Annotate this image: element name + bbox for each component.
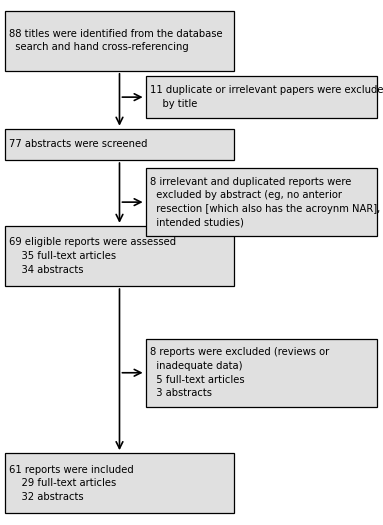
Text: 11 duplicate or irrelevant papers were excluded
    by title: 11 duplicate or irrelevant papers were e… bbox=[150, 86, 383, 109]
Text: 8 reports were excluded (reviews or
  inadequate data)
  5 full-text articles
  : 8 reports were excluded (reviews or inad… bbox=[150, 348, 329, 398]
Bar bbox=[146, 76, 377, 118]
Text: 69 eligible reports were assessed
    35 full-text articles
    34 abstracts: 69 eligible reports were assessed 35 ful… bbox=[9, 237, 176, 275]
Bar bbox=[146, 168, 377, 236]
Bar bbox=[5, 129, 234, 160]
Text: 77 abstracts were screened: 77 abstracts were screened bbox=[9, 139, 148, 150]
Text: 61 reports were included
    29 full-text articles
    32 abstracts: 61 reports were included 29 full-text ar… bbox=[9, 465, 134, 502]
Text: 88 titles were identified from the database
  search and hand cross-referencing: 88 titles were identified from the datab… bbox=[9, 29, 223, 52]
Bar bbox=[5, 226, 234, 286]
Text: 8 irrelevant and duplicated reports were
  excluded by abstract (eg, no anterior: 8 irrelevant and duplicated reports were… bbox=[150, 177, 380, 227]
Bar bbox=[5, 10, 234, 71]
Bar bbox=[146, 339, 377, 407]
Bar bbox=[5, 453, 234, 513]
